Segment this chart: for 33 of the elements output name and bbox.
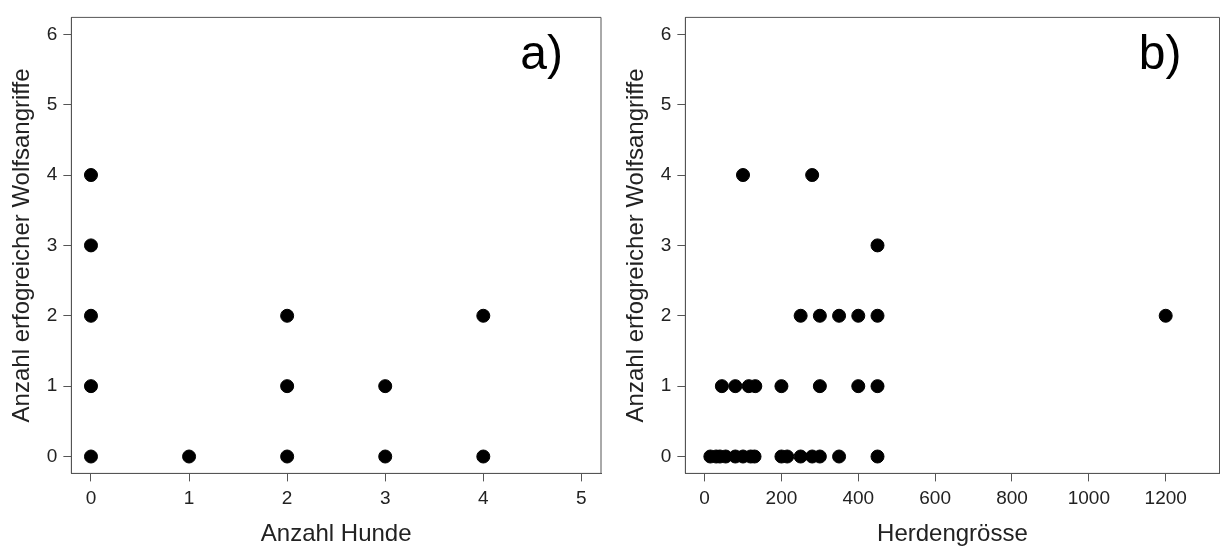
- y-tick-label: 1: [46, 374, 58, 396]
- y-tick-label: 2: [660, 304, 672, 325]
- annotation: a): [520, 25, 563, 79]
- y-tick-label: 4: [46, 163, 58, 185]
- y-tick-label: 6: [660, 22, 672, 44]
- x-tick-label: 5: [576, 487, 587, 509]
- x-tick-label: 1: [183, 487, 195, 509]
- x-axis-title: Herdengrösse: [877, 519, 1028, 547]
- x-tick-label: 4: [478, 487, 490, 509]
- y-tick-label: 0: [660, 444, 672, 466]
- x-tick-label: 0: [699, 487, 710, 509]
- y-tick-label: 2: [46, 304, 58, 325]
- x-tick-label: 400: [842, 487, 875, 509]
- y-tick-label: 3: [46, 233, 58, 255]
- y-tick-label: 4: [660, 163, 672, 185]
- x-tick-label: 200: [765, 487, 798, 509]
- x-tick-label: 3: [379, 487, 391, 509]
- y-tick-label: 0: [46, 444, 58, 466]
- x-tick-label: 1200: [1144, 487, 1187, 509]
- x-axis-title: Anzahl Hunde: [260, 519, 412, 547]
- y-axis-title: Anzahl erfogreicher Wolfsangriffe: [7, 68, 35, 423]
- x-tick-label: 600: [919, 487, 951, 509]
- y-tick-label: 1: [660, 374, 672, 396]
- x-tick-label: 0: [85, 487, 97, 509]
- y-axis-title: Anzahl erfogreicher Wolfsangriffe: [621, 68, 649, 423]
- x-tick-label: 2: [281, 487, 293, 509]
- y-tick-label: 3: [660, 233, 672, 255]
- annotation: b): [1138, 25, 1182, 79]
- x-tick-label: 1000: [1067, 487, 1110, 509]
- y-tick-label: 5: [46, 92, 58, 114]
- y-tick-label: 5: [660, 92, 672, 114]
- x-tick-label: 800: [996, 487, 1028, 509]
- y-tick-label: 6: [46, 22, 58, 44]
